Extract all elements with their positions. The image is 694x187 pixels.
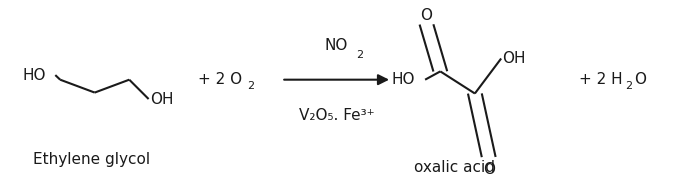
Text: O: O — [634, 72, 647, 87]
Text: + 2 O: + 2 O — [198, 72, 242, 87]
Text: 2: 2 — [356, 50, 363, 60]
Text: OH: OH — [502, 51, 526, 66]
Text: NO: NO — [325, 38, 348, 53]
Text: Ethylene glycol: Ethylene glycol — [33, 152, 150, 167]
Text: 2: 2 — [248, 81, 255, 91]
Text: + 2 H: + 2 H — [579, 72, 623, 87]
Text: HO: HO — [22, 68, 46, 83]
Text: OH: OH — [150, 91, 174, 107]
Text: O: O — [421, 8, 432, 23]
Text: HO: HO — [392, 72, 416, 87]
Text: oxalic acid: oxalic acid — [414, 160, 495, 174]
Text: 2: 2 — [625, 81, 633, 91]
Text: V₂O₅. Fe³⁺: V₂O₅. Fe³⁺ — [299, 108, 375, 123]
Text: O: O — [483, 162, 495, 177]
